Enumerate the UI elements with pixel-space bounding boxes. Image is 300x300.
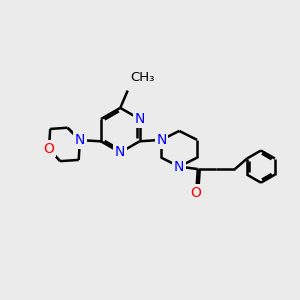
Text: O: O xyxy=(190,186,201,200)
Text: N: N xyxy=(156,133,167,147)
Text: N: N xyxy=(115,146,125,160)
Text: O: O xyxy=(44,142,54,156)
Text: N: N xyxy=(75,133,85,147)
Text: CH₃: CH₃ xyxy=(130,71,154,84)
Text: N: N xyxy=(174,160,184,174)
Text: N: N xyxy=(134,112,145,126)
